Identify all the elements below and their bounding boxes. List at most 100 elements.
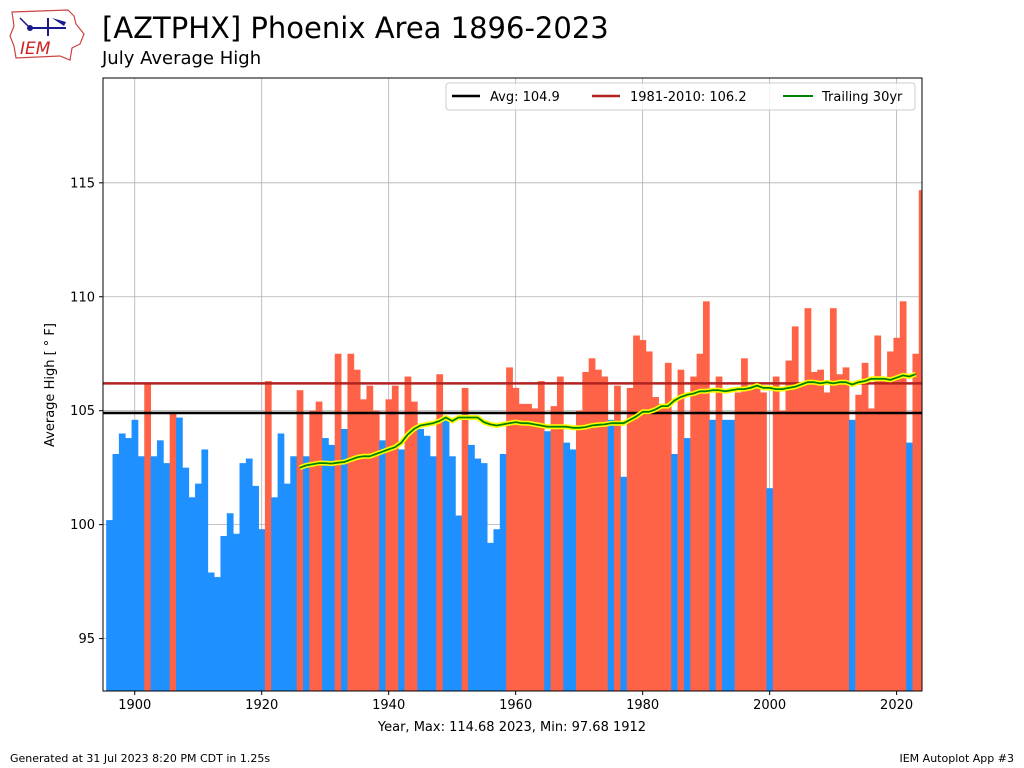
bar-year-1996 bbox=[741, 358, 748, 691]
bar-year-2020 bbox=[893, 337, 901, 691]
x-tick-label: 1980 bbox=[626, 698, 659, 713]
bar-year-1937 bbox=[366, 385, 374, 691]
y-tick-label: 95 bbox=[78, 632, 95, 647]
y-tick-label: 105 bbox=[70, 404, 95, 419]
bar-year-1993 bbox=[722, 419, 729, 691]
bar-year-1916 bbox=[233, 533, 240, 691]
axis-ticks: 1900 1920 1940 1960 1980 2000 2020 95 100 105 110 1… bbox=[70, 176, 913, 713]
bar-year-1957 bbox=[493, 529, 501, 691]
bar-year-1910 bbox=[195, 483, 202, 691]
bar-year-1926 bbox=[296, 390, 304, 691]
legend-box bbox=[445, 82, 916, 111]
bar-year-1973 bbox=[595, 369, 602, 691]
bar-year-1990 bbox=[702, 301, 710, 691]
bar-year-2000 bbox=[766, 488, 774, 691]
bar-year-2024 bbox=[918, 190, 922, 691]
bar-year-1900 bbox=[131, 419, 139, 691]
bar-year-1980 bbox=[639, 340, 647, 691]
bar-year-1951 bbox=[455, 515, 463, 691]
bar-year-1941 bbox=[391, 385, 399, 691]
bar-year-1925 bbox=[290, 456, 298, 691]
bar-year-1942 bbox=[398, 449, 405, 691]
bar-year-1989 bbox=[696, 353, 704, 691]
bar-year-1972 bbox=[588, 358, 596, 691]
bar-year-1909 bbox=[188, 497, 196, 691]
bar-year-1936 bbox=[360, 399, 367, 691]
bar-year-1982 bbox=[652, 397, 659, 691]
bar-year-1969 bbox=[569, 449, 577, 691]
bar-year-1983 bbox=[658, 403, 666, 691]
bar-year-1944 bbox=[410, 401, 418, 691]
bar-year-1959 bbox=[506, 367, 513, 691]
bar-year-1979 bbox=[633, 335, 640, 691]
bar-year-1897 bbox=[112, 454, 120, 691]
bar-year-2001 bbox=[772, 376, 780, 691]
bar-year-1940 bbox=[385, 399, 393, 691]
bar-year-1929 bbox=[315, 401, 323, 691]
bar-year-1943 bbox=[404, 376, 412, 691]
bar-year-1918 bbox=[245, 458, 253, 691]
bar-year-1974 bbox=[601, 376, 609, 691]
bar-year-2006 bbox=[804, 308, 812, 691]
bar-year-1950 bbox=[449, 456, 456, 691]
bar-year-1907 bbox=[176, 417, 183, 691]
bar-year-1986 bbox=[677, 369, 685, 691]
bar-year-1904 bbox=[156, 440, 164, 691]
bar-year-2008 bbox=[817, 369, 824, 691]
bar-year-1988 bbox=[690, 376, 698, 691]
bar-year-2009 bbox=[823, 392, 831, 691]
bar-year-1912 bbox=[207, 572, 215, 691]
bar-year-1930 bbox=[322, 438, 329, 691]
bar-year-1939 bbox=[379, 440, 386, 691]
bar-year-1924 bbox=[283, 483, 291, 691]
bar-year-1931 bbox=[328, 444, 336, 691]
bar-year-2010 bbox=[829, 308, 837, 691]
bar-year-1968 bbox=[563, 442, 571, 691]
bar-year-1954 bbox=[474, 458, 482, 691]
bar-year-1902 bbox=[144, 383, 152, 691]
bar-year-1934 bbox=[347, 353, 355, 691]
bar-year-1903 bbox=[150, 456, 158, 691]
legend-trailing-label: Trailing 30yr bbox=[821, 90, 903, 105]
bar-year-1966 bbox=[550, 406, 558, 691]
bar-year-1984 bbox=[664, 362, 672, 691]
bar-year-1938 bbox=[372, 410, 380, 691]
bar-year-1952 bbox=[461, 387, 469, 691]
svg-text:IEM: IEM bbox=[20, 39, 51, 59]
bar-year-2017 bbox=[874, 335, 882, 691]
bar-year-1906 bbox=[169, 412, 177, 691]
bar-year-1987 bbox=[683, 438, 691, 691]
x-tick-label: 1940 bbox=[372, 698, 405, 713]
y-axis-label: Average High [ ° F] bbox=[43, 323, 58, 447]
x-axis-label: Year, Max: 114.68 2023, Min: 97.68 1912 bbox=[377, 720, 646, 735]
bar-year-1908 bbox=[182, 467, 190, 691]
bar-year-1946 bbox=[423, 435, 431, 691]
y-tick-label: 110 bbox=[70, 290, 95, 305]
legend-normal-label: 1981-2010: 106.2 bbox=[630, 90, 747, 105]
bar-year-1915 bbox=[226, 513, 234, 691]
bar-year-1919 bbox=[252, 485, 259, 691]
bar-year-1963 bbox=[531, 408, 539, 691]
bar-year-1953 bbox=[468, 444, 475, 691]
bar-year-2021 bbox=[899, 301, 907, 691]
bar-year-1923 bbox=[277, 433, 285, 691]
bar-year-1961 bbox=[518, 403, 526, 691]
bar-year-2013 bbox=[848, 419, 856, 691]
bar-year-1977 bbox=[620, 476, 628, 691]
legend-avg-label: Avg: 104.9 bbox=[490, 90, 560, 105]
bar-year-2018 bbox=[880, 378, 888, 691]
bar-year-2023 bbox=[912, 353, 920, 691]
bar-year-1964 bbox=[537, 381, 545, 691]
bar-year-1999 bbox=[760, 392, 767, 691]
x-tick-label: 2020 bbox=[880, 698, 913, 713]
x-tick-label: 1960 bbox=[499, 698, 532, 713]
bar-year-2011 bbox=[836, 374, 844, 691]
bar-year-1911 bbox=[201, 449, 209, 691]
bar-year-1928 bbox=[309, 410, 317, 691]
plot-frame bbox=[102, 77, 923, 692]
bar-year-1975 bbox=[607, 419, 615, 691]
bar-year-2005 bbox=[798, 383, 805, 691]
bar-year-1913 bbox=[214, 577, 221, 691]
bar-year-1967 bbox=[556, 376, 564, 691]
